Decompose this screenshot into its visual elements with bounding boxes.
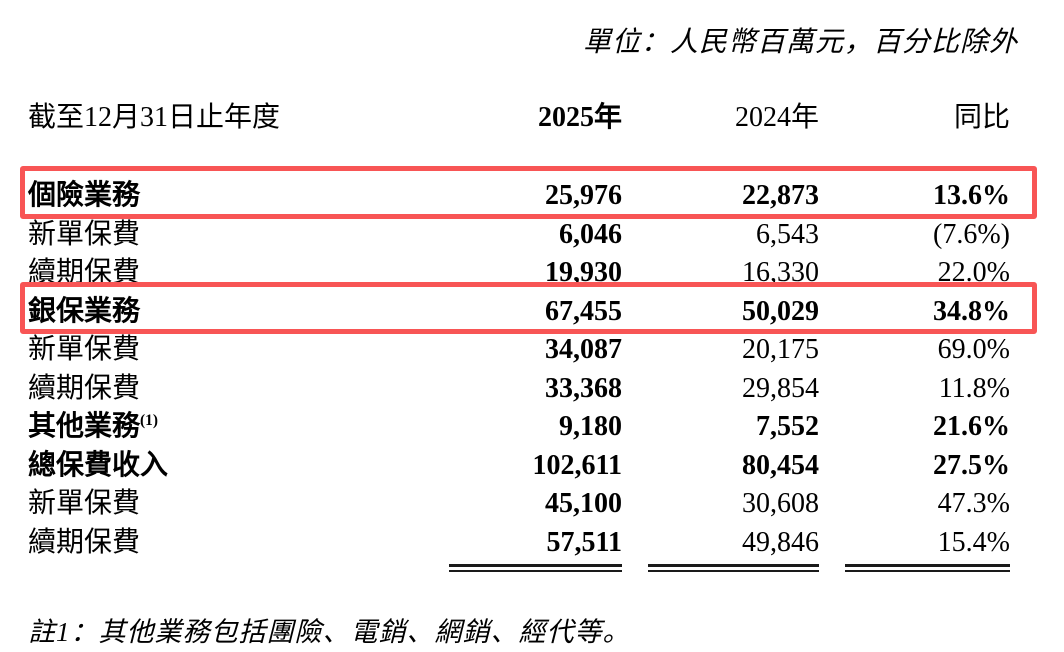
- value-2025: 67,455: [545, 295, 622, 327]
- value-yoy: 47.3%: [937, 488, 1010, 520]
- row-label: 續期保費: [28, 526, 141, 558]
- header-2024: 2024年: [734, 102, 819, 133]
- value-2024: 16,330: [742, 257, 819, 289]
- value-2025: 45,100: [545, 488, 622, 520]
- value-yoy: 21.6%: [933, 411, 1010, 443]
- value-2025: 57,511: [546, 526, 622, 558]
- table-row: 續期保費 33,368 29,854 11.8%: [28, 370, 1010, 409]
- value-yoy: 13.6%: [933, 180, 1010, 212]
- value-2025: 33,368: [545, 372, 622, 404]
- value-2024: 30,608: [742, 488, 819, 520]
- table-header-row: 截至12月31日止年度 2025年 2024年 同比: [28, 99, 1010, 137]
- value-2025: 19,930: [545, 257, 622, 289]
- row-label: 新單保費: [28, 334, 141, 366]
- value-yoy: 22.0%: [937, 257, 1010, 289]
- table-row: 新單保費 6,046 6,543 (7.6%): [28, 216, 1010, 255]
- unit-note: 單位：人民幣百萬元，百分比除外: [582, 27, 1018, 58]
- value-2024: 49,846: [742, 526, 819, 558]
- row-label: 新單保費: [28, 218, 141, 250]
- value-2024: 50,029: [742, 295, 819, 327]
- row-label: 其他業務(1): [28, 411, 158, 443]
- header-2025: 2025年: [537, 102, 622, 133]
- value-yoy: 11.8%: [938, 372, 1010, 404]
- table-body: 個險業務 25,976 22,873 13.6% 新單保費 6,046 6,54…: [20, 166, 1037, 563]
- value-2025: 25,976: [545, 180, 622, 212]
- table-row: 新單保費 34,087 20,175 69.0%: [28, 331, 1010, 370]
- header-period-label: 截至12月31日止年度: [28, 102, 281, 133]
- table-row: 其他業務(1) 9,180 7,552 21.6%: [28, 408, 1010, 447]
- value-2024: 29,854: [742, 372, 819, 404]
- value-2025: 102,611: [532, 449, 622, 481]
- table-row: 總保費收入 102,611 80,454 27.5%: [28, 447, 1010, 486]
- value-2024: 20,175: [742, 334, 819, 366]
- double-rule-2025: [449, 564, 622, 572]
- footnote: 註1：其他業務包括團險、電銷、網銷、經代等。: [28, 617, 631, 647]
- table-row: 續期保費 19,930 16,330 22.0%: [28, 254, 1010, 293]
- table-row: 銀保業務 67,455 50,029 34.8%: [20, 281, 1037, 334]
- table-row: 個險業務 25,976 22,873 13.6%: [20, 166, 1037, 219]
- double-rule-yoy: [845, 564, 1010, 572]
- value-yoy: 69.0%: [937, 334, 1010, 366]
- row-label: 新單保費: [28, 488, 141, 520]
- table-row: 新單保費 45,100 30,608 47.3%: [28, 485, 1010, 524]
- value-yoy: 15.4%: [937, 526, 1010, 558]
- table-footer-rule-row: [28, 562, 1010, 576]
- row-label: 續期保費: [28, 257, 141, 289]
- row-label: 總保費收入: [28, 449, 169, 481]
- value-2025: 6,046: [559, 218, 622, 250]
- value-yoy: 34.8%: [933, 295, 1010, 327]
- row-label: 銀保業務: [28, 295, 141, 327]
- value-yoy: 27.5%: [933, 449, 1010, 481]
- value-2024: 6,543: [756, 218, 819, 250]
- value-yoy: (7.6%): [933, 218, 1010, 250]
- footnote-marker: (1): [140, 412, 158, 430]
- value-2024: 7,552: [756, 411, 819, 443]
- value-2024: 80,454: [742, 449, 819, 481]
- double-rule-2024: [648, 564, 819, 572]
- value-2024: 22,873: [742, 180, 819, 212]
- row-label: 續期保費: [28, 372, 141, 404]
- value-2025: 34,087: [545, 334, 622, 366]
- premium-income-table: 截至12月31日止年度 2025年 2024年 同比 個險業務 25,976 2…: [20, 99, 1037, 576]
- value-2025: 9,180: [559, 411, 622, 443]
- header-yoy: 同比: [953, 102, 1010, 133]
- row-label: 個險業務: [28, 180, 141, 212]
- table-row: 續期保費 57,511 49,846 15.4%: [28, 524, 1010, 563]
